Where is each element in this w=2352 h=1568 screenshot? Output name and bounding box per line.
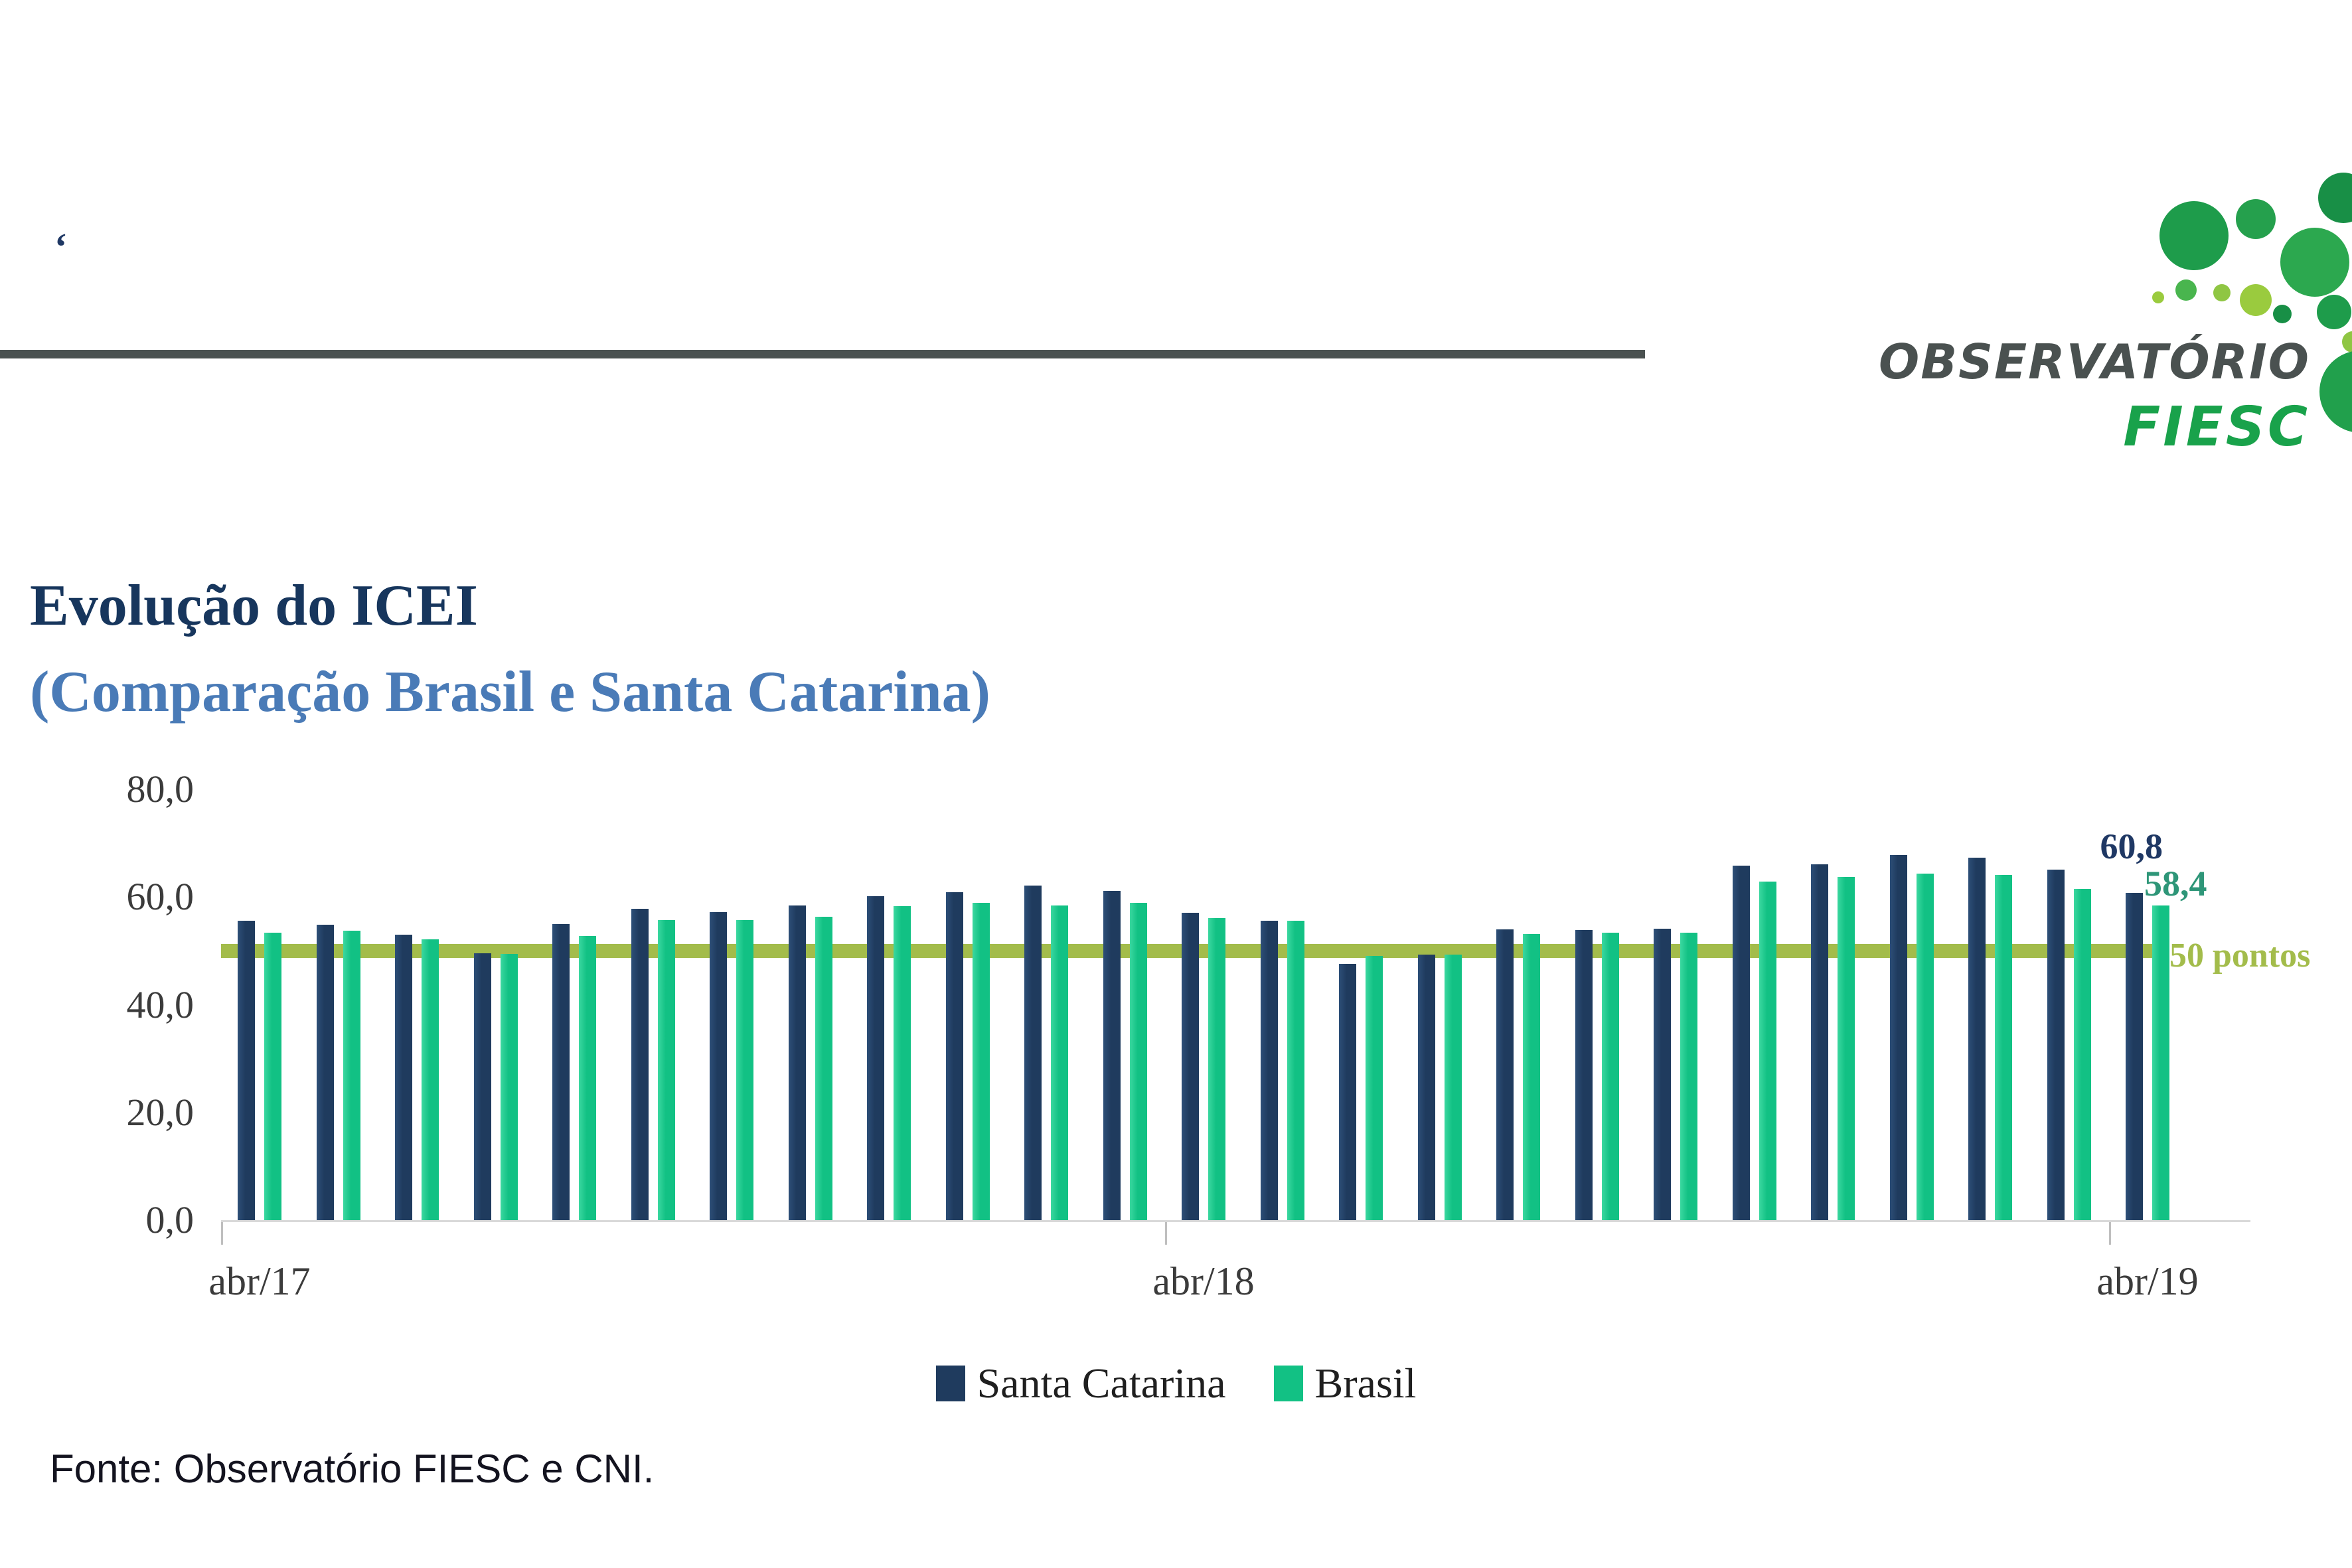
bar-santa-catarina-fev/18 <box>1024 886 1042 1220</box>
bar-santa-catarina-abr/19 <box>2126 893 2143 1220</box>
bar-santa-catarina-jul/17 <box>473 953 491 1220</box>
legend-item-santa-catarina: Santa Catarina <box>935 1360 1226 1407</box>
bar-brasil-out/17 <box>736 920 753 1220</box>
bar-brasil-fev/19 <box>1995 875 2012 1220</box>
bar-santa-catarina-jun/17 <box>395 935 412 1220</box>
bar-santa-catarina-jul/18 <box>1417 955 1435 1220</box>
bar-santa-catarina-nov/18 <box>1732 866 1750 1220</box>
bar-brasil-nov/17 <box>815 917 832 1220</box>
x-axis-label-abr/18: abr/18 <box>1152 1259 1255 1303</box>
y-axis-label-80,0: 80,0 <box>126 767 195 811</box>
bar-brasil-out/18 <box>1680 933 1697 1220</box>
bar-brasil-fev/18 <box>1051 905 1068 1220</box>
legend-label-brasil: Brasil <box>1314 1360 1417 1407</box>
santa-catarina-swatch-icon <box>935 1366 965 1401</box>
bar-brasil-mai/18 <box>1287 921 1304 1220</box>
x-axis-label-abr/19: abr/19 <box>2096 1259 2199 1303</box>
x-axis-tick-2 <box>2109 1222 2111 1245</box>
chart-legend: Santa Catarina Brasil <box>0 1362 2352 1405</box>
bar-brasil-jun/17 <box>422 939 439 1220</box>
bar-santa-catarina-mai/18 <box>1260 921 1278 1220</box>
bar-brasil-abr/17 <box>264 933 281 1220</box>
y-axis-label-20,0: 20,0 <box>126 1090 195 1134</box>
bar-brasil-jan/19 <box>1916 874 1934 1220</box>
y-axis-label-60,0: 60,0 <box>126 875 195 919</box>
bar-santa-catarina-out/17 <box>710 912 727 1220</box>
legend-item-brasil: Brasil <box>1273 1360 1417 1407</box>
bar-santa-catarina-dez/18 <box>1811 864 1828 1220</box>
bar-brasil-nov/18 <box>1759 882 1776 1220</box>
x-axis-line <box>221 1220 2250 1222</box>
bar-brasil-set/18 <box>1601 933 1619 1220</box>
source-note: Fonte: Observatório FIESC e CNI. <box>50 1447 655 1491</box>
bar-santa-catarina-mar/19 <box>2047 870 2065 1220</box>
bar-brasil-jul/17 <box>500 954 518 1220</box>
logo-dots-icon <box>2152 173 2352 432</box>
bar-brasil-jan/18 <box>972 903 990 1220</box>
page-subtitle: (Comparação Brasil e Santa Catarina) <box>30 660 990 724</box>
end-value-santa-catarina: 60,8 <box>2100 826 2163 866</box>
bar-santa-catarina-set/18 <box>1575 930 1593 1220</box>
bar-brasil-dez/18 <box>1838 877 1855 1220</box>
bar-brasil-dez/17 <box>894 906 911 1220</box>
bar-brasil-mai/17 <box>343 931 360 1220</box>
stray-quote-mark: ‘ <box>54 225 68 268</box>
bar-santa-catarina-jun/18 <box>1339 964 1356 1220</box>
page-title: Evolução do ICEI <box>30 574 478 638</box>
bar-santa-catarina-abr/18 <box>1182 913 1199 1220</box>
y-axis-label-40,0: 40,0 <box>126 982 195 1026</box>
bar-santa-catarina-mar/18 <box>1103 891 1121 1220</box>
bar-santa-catarina-mai/17 <box>316 925 334 1220</box>
bar-santa-catarina-out/18 <box>1654 929 1671 1220</box>
bar-santa-catarina-abr/17 <box>238 921 255 1220</box>
logo-observatorio-text: OBSERVATÓRIO <box>1879 334 2310 390</box>
legend-label-santa-catarina: Santa Catarina <box>977 1360 1226 1407</box>
bar-santa-catarina-fev/19 <box>1968 858 1986 1220</box>
bar-brasil-set/17 <box>657 920 675 1220</box>
x-axis-tick-1 <box>1165 1222 1167 1245</box>
bar-santa-catarina-dez/17 <box>867 896 884 1220</box>
header-rule <box>0 350 1645 358</box>
bar-brasil-mar/18 <box>1129 903 1147 1220</box>
y-axis-label-0,0: 0,0 <box>145 1198 195 1241</box>
bar-santa-catarina-ago/17 <box>552 924 570 1220</box>
bar-santa-catarina-ago/18 <box>1496 929 1514 1220</box>
bar-brasil-ago/18 <box>1523 934 1540 1220</box>
bar-brasil-mar/19 <box>2073 889 2091 1220</box>
reference-line-label: 50 pontos <box>2169 937 2311 975</box>
bar-santa-catarina-nov/17 <box>788 905 806 1220</box>
logo-fiesc-text: FIESC <box>2123 396 2310 459</box>
bar-santa-catarina-set/17 <box>631 909 649 1220</box>
brasil-swatch-icon <box>1273 1366 1303 1401</box>
end-value-brasil: 58,4 <box>2144 864 2207 903</box>
x-axis-tick-0 <box>221 1222 223 1245</box>
bar-santa-catarina-jan/19 <box>1889 855 1907 1220</box>
bar-brasil-abr/19 <box>2152 905 2169 1220</box>
bar-brasil-abr/18 <box>1208 918 1225 1220</box>
x-axis-label-abr/17: abr/17 <box>208 1259 311 1303</box>
bar-brasil-jun/18 <box>1366 956 1383 1220</box>
bar-santa-catarina-jan/18 <box>945 892 963 1220</box>
bar-brasil-jul/18 <box>1444 955 1462 1220</box>
bar-brasil-ago/17 <box>579 936 596 1220</box>
